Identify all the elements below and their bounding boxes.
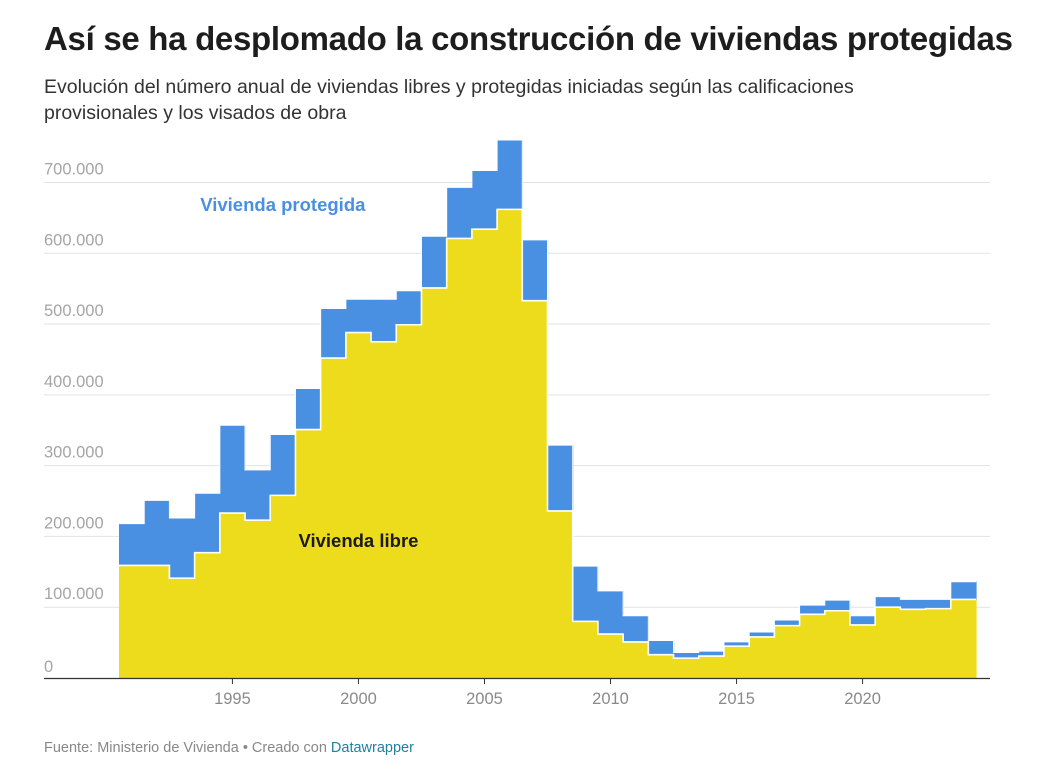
bar-vivienda-protegida [749, 631, 775, 637]
bar-vivienda-protegida [119, 523, 145, 566]
bar-vivienda-libre [396, 324, 423, 678]
bar-vivienda-protegida [421, 236, 448, 288]
datawrapper-link[interactable]: Datawrapper [330, 740, 414, 756]
bar-vivienda-libre [245, 520, 271, 678]
bar-vivienda-libre [749, 636, 775, 678]
bar-vivienda-protegida [799, 605, 826, 615]
x-tick-label: 2020 [844, 690, 881, 708]
x-tick-label: 2010 [592, 690, 629, 708]
bar-vivienda-libre [572, 621, 599, 678]
bar-vivienda-libre [270, 495, 297, 678]
bar-vivienda-libre [194, 552, 221, 678]
bar-vivienda-libre [597, 634, 624, 678]
bar-vivienda-protegida [673, 652, 700, 659]
bar-vivienda-protegida [295, 388, 322, 430]
chart-title: Así se ha desplomado la construcción de … [44, 20, 1013, 57]
series-annotations: Vivienda protegida Vivienda libre [200, 194, 418, 551]
bar-vivienda-protegida [169, 518, 196, 579]
y-tick-label: 100.000 [44, 585, 104, 603]
bar-vivienda-protegida [497, 140, 523, 210]
bar-vivienda-protegida [824, 600, 851, 611]
stack-top-outline [119, 139, 976, 654]
bar-vivienda-libre [169, 578, 196, 678]
bar-vivienda-protegida [471, 170, 498, 230]
bar-vivienda-libre [799, 614, 826, 678]
bar-vivienda-protegida [446, 187, 473, 239]
y-tick-label: 700.000 [44, 160, 104, 178]
bar-vivienda-libre [723, 646, 750, 678]
bar-vivienda-protegida [849, 615, 876, 625]
bar-vivienda-protegida [597, 590, 624, 635]
y-tick-label: 200.000 [44, 514, 104, 532]
bar-vivienda-libre [497, 209, 523, 678]
bar-vivienda-libre [900, 609, 927, 678]
bar-vivienda-libre [623, 641, 649, 678]
series-label: Vivienda protegida [200, 194, 366, 215]
bar-vivienda-protegida [320, 308, 347, 359]
bar-vivienda-libre [446, 238, 473, 678]
footer-source: Fuente: Ministerio de Vivienda • Creado … [44, 740, 331, 756]
bar-vivienda-libre [371, 341, 397, 678]
y-tick-label: 0 [44, 658, 53, 676]
bar-vivienda-protegida [900, 599, 927, 610]
bar-vivienda-protegida [723, 641, 750, 647]
bar-vivienda-libre [824, 610, 851, 678]
bar-vivienda-protegida [371, 299, 397, 342]
bar-vivienda-libre [320, 358, 347, 678]
series-label: Vivienda libre [298, 530, 418, 551]
stacked-area-chart: 0 100.000 200.000 300.000 400.000 500.000 600.… [44, 139, 990, 708]
bar-vivienda-protegida [547, 445, 574, 511]
bar-vivienda-libre [698, 656, 725, 678]
bar-vivienda-protegida [270, 434, 297, 496]
bar-vivienda-protegida [774, 619, 801, 626]
y-tick-label: 400.000 [44, 373, 104, 391]
bar-vivienda-protegida [572, 566, 599, 622]
bar-vivienda-libre [144, 565, 171, 678]
bar-vivienda-protegida [522, 239, 549, 301]
x-tick-label: 2015 [718, 690, 755, 708]
bar-vivienda-libre [295, 429, 322, 678]
y-axis-labels: 0 100.000 200.000 300.000 400.000 500.000 600.… [44, 160, 104, 676]
x-tick-label: 2000 [340, 690, 377, 708]
bar-vivienda-protegida [875, 596, 901, 608]
bar-vivienda-libre [522, 300, 549, 678]
bar-vivienda-protegida [950, 581, 977, 600]
bar-vivienda-protegida [219, 425, 246, 514]
bar-vivienda-libre [673, 658, 700, 678]
bar-vivienda-libre [345, 332, 372, 678]
x-tick-label: 2005 [466, 690, 503, 708]
bar-vivienda-libre [219, 513, 246, 678]
bar-vivienda-libre [547, 510, 574, 678]
y-tick-label: 300.000 [44, 444, 104, 462]
bar-vivienda-libre [950, 599, 977, 678]
bar-vivienda-libre [648, 654, 675, 678]
y-tick-label: 500.000 [44, 302, 104, 320]
bar-vivienda-protegida [194, 493, 221, 553]
bar-vivienda-protegida [698, 651, 725, 657]
data-columns [119, 139, 977, 678]
bar-vivienda-protegida [345, 299, 372, 333]
x-axis-labels: 1995 2000 2005 2010 2015 2020 [214, 678, 881, 708]
y-tick-label: 600.000 [44, 231, 104, 249]
series-boundary-line [119, 208, 976, 659]
footer: Fuente: Ministerio de Vivienda • Creado … [44, 740, 414, 756]
bar-vivienda-libre [119, 565, 145, 678]
bar-vivienda-protegida [648, 640, 675, 655]
bar-vivienda-protegida [245, 469, 271, 521]
chart-subtitle: Evolución del número anual de viviendas … [44, 76, 854, 124]
bar-vivienda-protegida [925, 599, 952, 609]
bar-vivienda-libre [925, 608, 952, 678]
bar-vivienda-protegida [396, 290, 423, 325]
bar-vivienda-libre [875, 607, 901, 678]
x-tick-label: 1995 [214, 690, 251, 708]
bar-vivienda-protegida [144, 500, 171, 566]
bar-vivienda-libre [471, 229, 498, 678]
bar-vivienda-libre [774, 625, 801, 678]
bar-vivienda-libre [421, 287, 448, 678]
bar-vivienda-protegida [623, 615, 649, 642]
bar-vivienda-libre [849, 624, 876, 678]
